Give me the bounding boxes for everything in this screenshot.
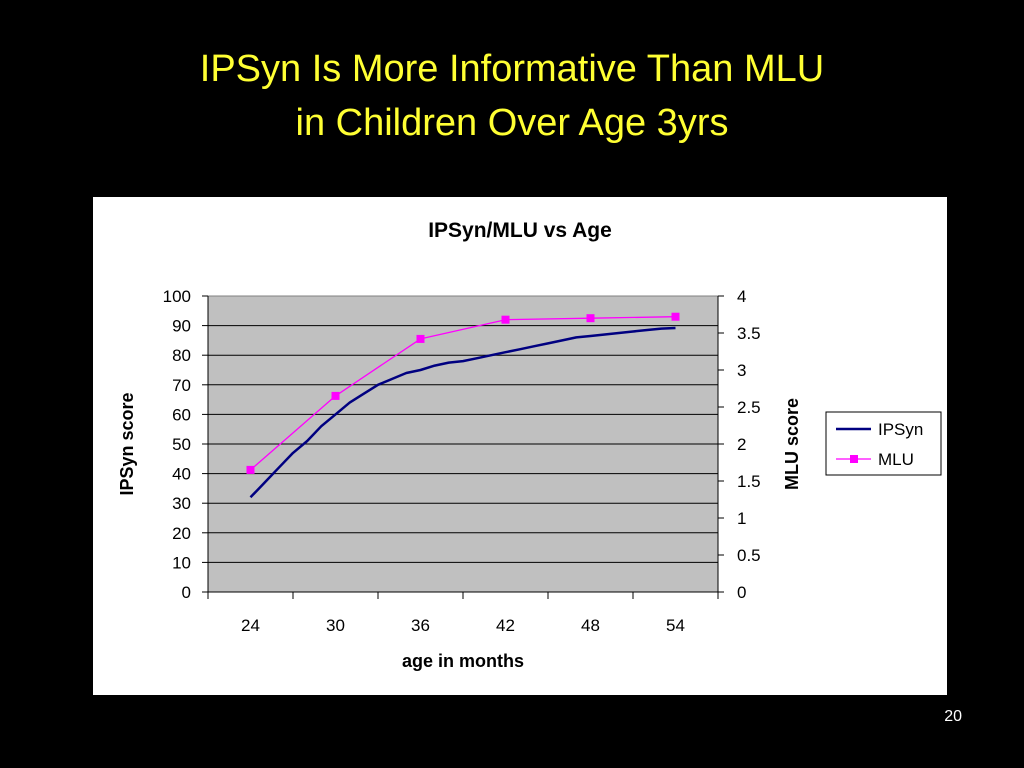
ipsyn-series-line [249,326,676,499]
x-tick-label: 54 [666,616,685,635]
page-number: 20 [944,708,962,725]
x-tick-label: 36 [411,616,430,635]
mlu-data-point [501,315,510,324]
y-left-tick-label: 60 [172,405,191,424]
y-left-tick-label: 40 [172,465,191,484]
y-right-tick-label: 0.5 [737,546,761,565]
x-tick-label: 48 [581,616,600,635]
y-right-tick-label: 3 [737,361,746,380]
mlu-data-point [586,314,595,323]
slide-title: IPSyn Is More Informative Than MLU in Ch… [0,42,1024,150]
y-left-tick-label: 0 [182,583,191,602]
chart-frame: IPSyn/MLU vs Age 0 10 20 30 40 50 60 70 80 90 100 0 0… [93,197,947,695]
y-left-tick-label: 70 [172,376,191,395]
y-left-axis-label: IPSyn score [117,392,137,495]
y-right-tick-label: 2 [737,435,746,454]
x-axis-label: age in months [402,651,524,671]
y-left-tick-label: 80 [172,346,191,365]
y-left-tick-label: 30 [172,494,191,513]
mlu-data-point [246,465,255,474]
mlu-data-point [331,391,340,400]
y-left-tick-label: 20 [172,524,191,543]
mlu-data-point [671,312,680,321]
x-tick-label: 24 [241,616,260,635]
y-right-tick-label: 4 [737,287,746,306]
y-left-tick-label: 90 [172,317,191,336]
y-left-tick-label: 50 [172,435,191,454]
legend-ipsyn-label: IPSyn [878,420,923,439]
y-right-tick-label: 0 [737,583,746,602]
ipsyn-mlu-chart: IPSyn/MLU vs Age 0 10 20 30 40 50 60 70 80 90 100 0 0… [117,219,942,671]
y-right-tick-label: 3.5 [737,324,761,343]
y-right-tick-label: 1.5 [737,472,761,491]
chart-title: IPSyn/MLU vs Age [428,219,612,242]
mlu-series-line [250,316,676,471]
slide-title-line-2: in Children Over Age 3yrs [295,102,729,144]
legend-box [825,411,942,476]
y-right-tick-label: 2.5 [737,398,761,417]
y-left-tick-label: 10 [172,553,191,572]
x-tick-label: 30 [326,616,345,635]
slide-title-line-1: IPSyn Is More Informative Than MLU [199,48,825,90]
mlu-data-point [416,334,425,343]
y-right-axis-label: MLU score [782,398,802,490]
legend-mlu-label: MLU [878,450,914,469]
y-right-tick-label: 1 [737,509,746,528]
legend-mlu-marker [850,455,858,463]
x-tick-label: 42 [496,616,515,635]
y-left-tick-label: 100 [163,287,191,306]
